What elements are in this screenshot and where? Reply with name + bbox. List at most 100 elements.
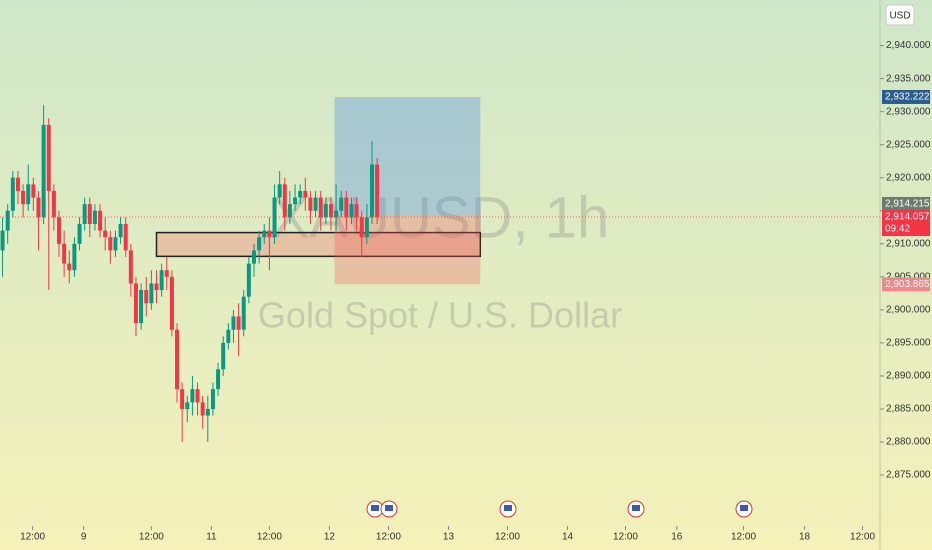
candle-body — [349, 204, 354, 218]
event-icon[interactable] — [499, 500, 517, 518]
y-tick-label: 2,900.000 — [886, 305, 931, 316]
candle-body — [298, 190, 303, 198]
y-tick-label: 2,910.000 — [886, 238, 931, 249]
x-tick-label: 13 — [443, 532, 455, 543]
y-tick-label: 2,935.000 — [886, 73, 931, 84]
candle-body — [41, 124, 46, 218]
candle-body — [200, 402, 205, 416]
price-tag-label: 2,914.057 — [885, 212, 930, 223]
candle-body — [15, 177, 20, 191]
y-tick-label: 2,885.000 — [886, 404, 931, 415]
candle-body — [354, 204, 359, 218]
event-icon[interactable] — [627, 500, 645, 518]
candle-body — [108, 237, 113, 251]
y-tick-label: 2,895.000 — [886, 338, 931, 349]
candle-body — [154, 283, 159, 291]
candle-body — [51, 190, 56, 218]
x-tick-label: 9 — [81, 532, 87, 543]
candle-body — [21, 190, 26, 205]
x-tick-label: 12:00 — [20, 532, 45, 543]
candle-body — [62, 243, 67, 264]
event-icon-flag — [504, 505, 512, 511]
candle-body — [303, 190, 308, 198]
candle-body — [364, 217, 369, 238]
candle-body — [159, 270, 164, 291]
candle-body — [87, 204, 92, 224]
candle-body — [26, 184, 31, 205]
x-tick-label: 18 — [799, 532, 811, 543]
y-tick-label: 2,930.000 — [886, 106, 931, 117]
candle-body — [113, 237, 118, 251]
price-tag-label: 2,903.865 — [885, 279, 930, 290]
x-tick-label: 12:00 — [139, 532, 164, 543]
countdown: 09:42 — [885, 224, 910, 235]
candle-body — [175, 329, 180, 390]
y-tick-label: 2,925.000 — [886, 139, 931, 150]
candle-body — [210, 389, 215, 409]
candle-body — [241, 296, 246, 330]
candle-body — [216, 369, 221, 390]
candle-body — [236, 316, 241, 330]
candle-body — [77, 223, 82, 244]
price-tag — [882, 277, 930, 292]
candle-body — [123, 223, 128, 251]
candle-body — [195, 389, 200, 403]
candle-body — [282, 184, 287, 218]
candle-body — [262, 230, 267, 238]
candle-body — [0, 230, 5, 251]
candle-body — [36, 197, 41, 218]
candle-body — [57, 217, 62, 244]
event-icon-flag — [385, 505, 393, 511]
event-icon[interactable] — [735, 500, 753, 518]
candle-body — [226, 329, 231, 343]
candle-body — [144, 290, 149, 304]
price-tag-label: 2,932.222 — [885, 92, 930, 103]
event-icon[interactable] — [380, 500, 398, 518]
candle-body — [277, 184, 282, 198]
candle-body — [375, 164, 380, 218]
candle-body — [313, 197, 318, 211]
profit-zone — [334, 96, 481, 216]
loss-zone — [334, 215, 481, 285]
candle-body — [67, 263, 72, 271]
y-tick-label: 2,890.000 — [886, 371, 931, 382]
candle-body — [128, 250, 133, 284]
zone — [155, 231, 482, 258]
event-icon-flag — [740, 505, 748, 511]
candle-body — [267, 230, 272, 238]
candle-body — [164, 270, 169, 277]
candle-body — [72, 243, 77, 271]
price-tag — [882, 196, 930, 211]
x-tick-label: 16 — [671, 532, 683, 543]
candle-body — [359, 217, 364, 238]
candle-body — [31, 184, 36, 198]
x-tick-label: 12:00 — [613, 532, 638, 543]
candle-body — [118, 223, 123, 238]
candle-body — [103, 230, 108, 238]
currency-box[interactable] — [885, 4, 915, 26]
x-tick-label: 12:00 — [257, 532, 282, 543]
x-tick-label: 11 — [206, 532, 217, 543]
candle-body — [221, 342, 226, 370]
event-icon-flag — [371, 505, 379, 511]
candle-body — [10, 177, 15, 211]
candle-body — [308, 197, 313, 211]
candle-body — [293, 197, 298, 205]
watermark-title: XAUUSD, 1h — [271, 185, 609, 250]
candle-body — [5, 210, 10, 231]
candle-body — [92, 210, 97, 224]
candle-body — [246, 263, 251, 297]
candle-body — [149, 283, 154, 304]
candle-body — [370, 164, 375, 218]
candle-body — [205, 408, 210, 416]
candle-body — [190, 389, 195, 403]
candle-body — [323, 204, 328, 218]
candle-body — [257, 237, 262, 251]
candle-body — [98, 210, 103, 231]
candle-body — [46, 124, 51, 191]
x-tick-label: 12:00 — [731, 532, 756, 543]
x-tick-label: 12:00 — [850, 532, 875, 543]
y-tick-label: 2,920.000 — [886, 172, 931, 183]
